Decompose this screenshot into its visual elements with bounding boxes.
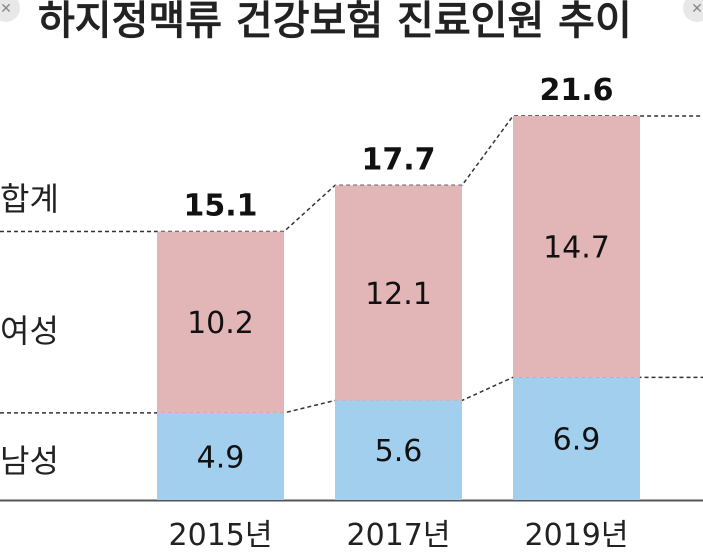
category-label-1: 2017년 [347,518,451,553]
bar-segment-male-0 [157,412,284,500]
total-label-2: 21.6 [539,73,613,108]
close-button-right[interactable]: ✕ [683,0,703,22]
chart-title: 하지정맥류 건강보험 진료인원 추이 [38,0,632,44]
total-label-1: 17.7 [361,142,435,177]
segment-label-female-2: 14.7 [543,231,610,266]
row-label-total: 합계 [0,180,59,218]
bar-segment-male-1 [335,400,462,500]
bar-segment-female-1 [335,185,462,401]
close-icon-right: ✕ [691,1,703,17]
segment-label-female-0: 10.2 [187,306,254,341]
bar-segment-female-2 [513,116,640,378]
close-icon: ✕ [0,1,12,17]
category-label-0: 2015년 [169,518,273,553]
row-label-female: 여성 [0,312,59,350]
bar-segment-male-2 [513,377,640,500]
bar-layer [157,116,640,500]
segment-label-female-1: 12.1 [365,277,432,312]
segment-label-male-1: 5.6 [375,434,423,469]
segment-label-male-2: 6.9 [553,423,601,458]
close-button[interactable]: ✕ [0,0,20,22]
row-label-male: 남성 [0,442,59,480]
label-layer: 4.9 10.2 15.1 2015년 5.6 12.1 17.7 2017년 6.9 14.7 2… [169,73,629,553]
segment-label-male-0: 4.9 [197,440,245,475]
category-label-2: 2019년 [525,518,629,553]
bar-segment-female-0 [157,231,284,413]
total-label-0: 15.1 [183,189,257,224]
